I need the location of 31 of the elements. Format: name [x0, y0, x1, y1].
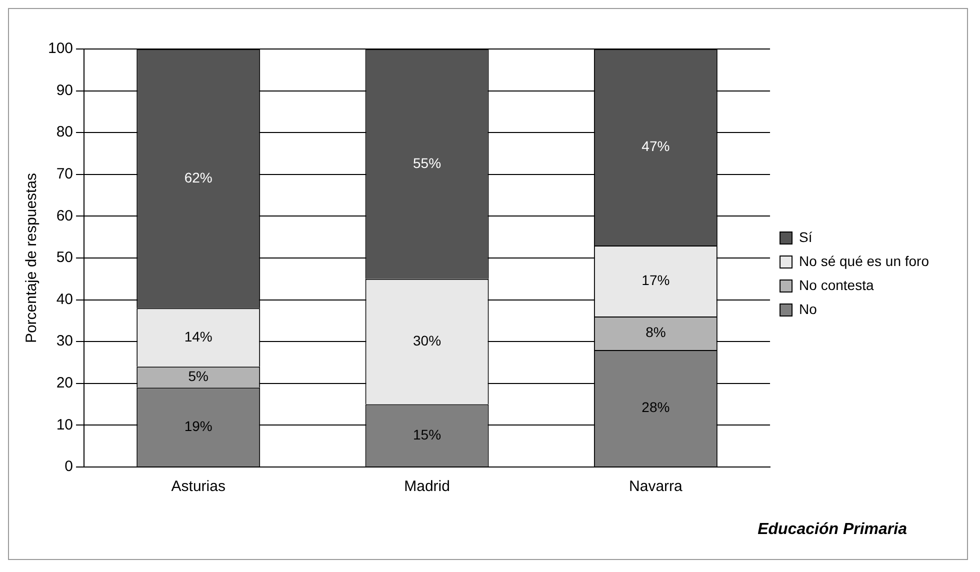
- y-tick-label: 10: [56, 416, 74, 434]
- data-label: 14%: [184, 328, 212, 344]
- y-axis-title: Porcentaje de respuestas: [23, 172, 40, 344]
- y-tick-label: 100: [48, 40, 74, 58]
- x-tick-label: Asturias: [171, 478, 226, 496]
- data-label: 17%: [642, 272, 670, 288]
- data-label: 47%: [642, 138, 670, 154]
- x-tick-label: Madrid: [404, 478, 450, 496]
- y-tick-label: 80: [56, 124, 74, 141]
- y-tick-label: 0: [64, 458, 74, 476]
- data-label: 15%: [413, 426, 442, 442]
- x-tick-label: Navarra: [629, 478, 684, 496]
- legend-label: No: [799, 300, 818, 317]
- data-label: 55%: [413, 154, 442, 171]
- data-label: 62%: [184, 169, 212, 186]
- data-label: 19%: [184, 418, 212, 434]
- y-tick-label: 50: [56, 249, 74, 266]
- y-tick-label: 60: [56, 207, 74, 224]
- data-label: 8%: [646, 324, 666, 340]
- y-tick-label: 40: [56, 290, 74, 308]
- y-tick-label: 20: [56, 374, 74, 392]
- legend-label: Sí: [799, 228, 812, 245]
- data-label: 28%: [642, 399, 670, 416]
- data-label: 5%: [188, 368, 208, 384]
- data-label: 30%: [413, 332, 442, 348]
- legend-label: No contesta: [799, 276, 874, 293]
- legend-label: No sé qué es un foro: [799, 252, 930, 269]
- y-tick-label: 30: [56, 332, 74, 350]
- text: Educación Primaria: [758, 521, 907, 539]
- y-tick-label: 70: [56, 166, 74, 183]
- y-tick-label: 90: [56, 82, 74, 99]
